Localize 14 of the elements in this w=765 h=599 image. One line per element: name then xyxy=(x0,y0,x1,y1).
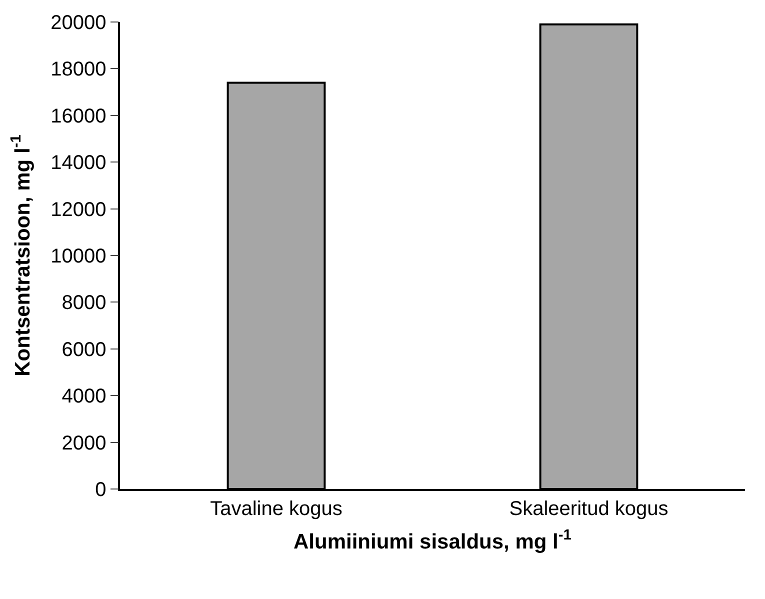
y-tick-label: 14000 xyxy=(50,152,106,174)
y-tick-label: 20000 xyxy=(50,12,106,34)
y-tick-label: 10000 xyxy=(50,246,106,268)
y-tick-label: 8000 xyxy=(62,292,106,314)
y-tick-label: 4000 xyxy=(62,386,106,408)
y-tick-label: 0 xyxy=(95,479,106,501)
x-axis-title: Alumiiniumi sisaldus, mg l$^{-1}$ xyxy=(294,528,572,554)
x-tick-label: Tavaline kogus xyxy=(210,498,342,520)
y-tick-label: 6000 xyxy=(62,338,106,361)
y-tick-label: 16000 xyxy=(50,105,106,128)
y-tick-label: 18000 xyxy=(50,58,106,81)
y-tick-label: 12000 xyxy=(50,198,106,221)
x-tick-label: Skaleeritud kogus xyxy=(509,498,668,520)
y-tick-label: 2000 xyxy=(62,432,106,454)
